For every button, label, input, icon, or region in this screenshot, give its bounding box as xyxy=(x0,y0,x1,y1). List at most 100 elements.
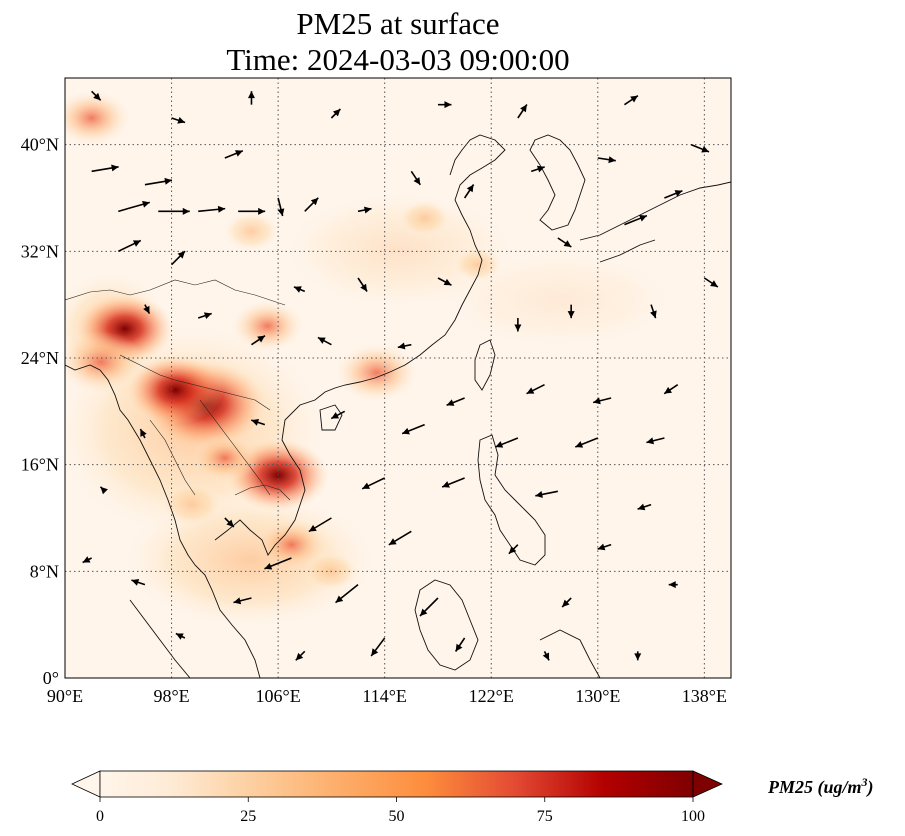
wind-arrow xyxy=(99,486,108,495)
wind-arrow xyxy=(139,428,147,439)
coast-sulawesi xyxy=(539,629,601,678)
coast-japan xyxy=(579,181,731,263)
hotspot-sichuan-north xyxy=(222,210,281,252)
wind-arrow xyxy=(410,170,421,186)
wind-arrow xyxy=(251,335,266,346)
lat-tick-label: 40°N xyxy=(21,135,59,155)
wind-arrow xyxy=(117,239,142,253)
wind-arrow xyxy=(198,205,226,213)
wind-arrow xyxy=(634,651,642,661)
wind-arrow xyxy=(175,632,186,640)
wind-arrow xyxy=(623,95,639,106)
coast-korea xyxy=(529,134,586,231)
hotspot-northeast-thailand xyxy=(191,434,259,482)
wind-arrow xyxy=(517,104,528,119)
wind-arrow xyxy=(530,165,545,173)
wind-arrow xyxy=(82,556,92,564)
wind-arrow xyxy=(624,214,648,226)
wind-arrow xyxy=(437,277,452,286)
lat-tick-label: 8°N xyxy=(30,561,59,581)
colorbar-tick-label: 75 xyxy=(537,808,553,825)
wind-arrow xyxy=(441,477,465,488)
coast-philippines xyxy=(477,434,546,566)
wind-arrow xyxy=(335,584,359,604)
map-frame xyxy=(64,77,732,679)
colorbar-label: PM25 (ug/m3) xyxy=(767,775,874,798)
wind-arrow xyxy=(170,250,186,266)
wind-arrow xyxy=(526,383,545,395)
lon-tick-label: 114°E xyxy=(362,686,407,706)
colorbar-extend-min xyxy=(71,770,101,798)
wind-arrow xyxy=(592,397,612,405)
lon-tick-label: 130°E xyxy=(575,686,620,706)
wind-arrow xyxy=(197,312,212,320)
wind-arrow xyxy=(295,650,306,661)
colorbar-ramp xyxy=(100,771,693,797)
map-title: PM25 at surface xyxy=(296,6,499,41)
map-subtitle-time: Time: 2024-03-03 09:00:00 xyxy=(226,42,569,77)
wind-arrow xyxy=(317,336,332,346)
lat-tick-label: 0° xyxy=(43,668,59,688)
wind-arrow xyxy=(454,637,466,652)
wind-arrow xyxy=(247,91,255,105)
wind-arrow xyxy=(495,437,519,448)
wind-arrow xyxy=(663,384,679,395)
haze-east-china-sea xyxy=(440,250,680,350)
wind-arrow xyxy=(690,143,710,153)
wind-arrow xyxy=(171,116,186,124)
colorbar-tick-label: 25 xyxy=(240,808,256,825)
wind-arrow xyxy=(224,517,235,528)
wind-arrow xyxy=(664,190,683,199)
axis-tick-labels: 90°E 98°E 106°E 114°E 122°E 130°E 138°E 0° 8°N 16… xyxy=(21,135,727,706)
wind-arrow xyxy=(597,156,616,164)
colorbar-ticks: 0 25 50 75 100 xyxy=(96,797,705,825)
wind-arrow xyxy=(293,286,306,293)
wind-arrow xyxy=(357,277,368,292)
hotspot-shan-state xyxy=(127,355,224,425)
lon-tick-label: 106°E xyxy=(256,686,301,706)
lon-tick-label: 138°E xyxy=(682,686,727,706)
colorbar: 0 25 50 75 100 PM25 (ug/m3) xyxy=(71,770,874,825)
hotspot-guizhou xyxy=(231,300,304,352)
wind-arrow xyxy=(224,150,244,159)
wind-arrow xyxy=(158,207,190,215)
wind-arrow xyxy=(277,197,285,217)
wind-arrow xyxy=(143,304,151,315)
lat-tick-label: 32°N xyxy=(21,241,59,261)
hotspot-central-thailand xyxy=(160,482,223,527)
wind-arrow xyxy=(650,304,657,319)
lon-tick-label: 98°E xyxy=(153,686,189,706)
wind-arrow xyxy=(388,530,412,546)
wind-arrow xyxy=(233,597,252,605)
hotspot-yangtze-delta xyxy=(453,246,503,283)
wind-arrow xyxy=(401,423,425,435)
wind-arrow xyxy=(535,490,558,498)
colorbar-extend-max xyxy=(692,770,723,798)
hotspot-xinjiang-east xyxy=(65,90,131,146)
coast-borneo xyxy=(414,579,479,671)
country-borders xyxy=(65,279,291,501)
wind-arrow xyxy=(397,342,412,350)
wind-arrow xyxy=(437,101,452,109)
wind-arrow xyxy=(118,200,150,213)
wind-arrow xyxy=(567,304,575,319)
hotspot-mizoram xyxy=(65,331,145,393)
wind-arrow xyxy=(361,477,386,490)
wind-arrow xyxy=(597,543,612,551)
colorbar-tick-label: 0 xyxy=(96,808,104,825)
coast-china xyxy=(214,134,506,556)
hotspot-north-china-plain xyxy=(398,199,451,237)
map-panel: 90°E 98°E 106°E 114°E 122°E 130°E 138°E 0° 8°N 16… xyxy=(21,77,732,706)
wind-arrow xyxy=(575,437,599,448)
wind-arrow xyxy=(370,637,386,657)
coast-myanmar-malaya xyxy=(65,364,261,678)
wind-arrow xyxy=(91,164,119,173)
wind-arrow xyxy=(508,544,519,555)
wind-arrow xyxy=(561,597,572,608)
wind-arrow xyxy=(264,557,292,570)
wind-arrow xyxy=(131,579,146,586)
wind-arrow xyxy=(542,650,550,661)
wind-arrow xyxy=(251,419,266,426)
hotspot-pearl-river-delta xyxy=(335,343,418,402)
